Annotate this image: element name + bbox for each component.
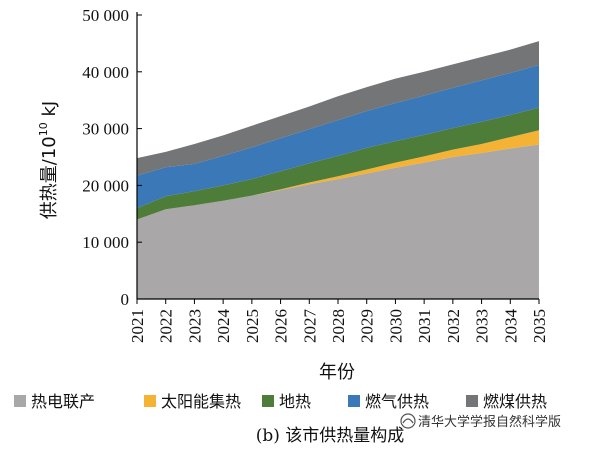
area-layers bbox=[137, 41, 539, 299]
y-tick-label: 10 000 bbox=[82, 233, 129, 252]
y-tick-label: 20 000 bbox=[82, 176, 129, 195]
legend-item: 热电联产 bbox=[14, 392, 95, 411]
x-tick-label: 2022 bbox=[157, 309, 176, 343]
x-tick-label: 2031 bbox=[415, 309, 434, 343]
y-axis-title-sup: 10 bbox=[37, 122, 50, 136]
legend-swatch bbox=[348, 395, 360, 407]
x-tick-label: 2034 bbox=[501, 309, 520, 344]
y-tick-label: 40 000 bbox=[82, 63, 129, 82]
legend-item: 燃煤供热 bbox=[466, 392, 547, 411]
y-axis-title: 供热量/1010 kJ bbox=[37, 101, 60, 219]
watermark-text: 清华大学学报自然科学版 bbox=[418, 414, 561, 430]
legend-label: 热电联产 bbox=[31, 392, 95, 411]
legend-label: 太阳能集热 bbox=[161, 392, 241, 411]
y-axis-title-main: 供热量/10 bbox=[39, 136, 60, 219]
figure-caption: (b) 该市供热量构成 bbox=[256, 426, 405, 446]
x-axis-title: 年份 bbox=[319, 362, 355, 383]
x-tick-label: 2027 bbox=[300, 309, 319, 344]
area-series-3 bbox=[137, 107, 539, 220]
legend-item: 太阳能集热 bbox=[144, 392, 241, 411]
x-tick-label: 2026 bbox=[272, 309, 291, 343]
y-tick-label: 0 bbox=[121, 290, 130, 309]
y-axis-title-unit: kJ bbox=[39, 101, 60, 122]
legend-label: 燃气供热 bbox=[365, 392, 429, 411]
watermark-logo-icon bbox=[400, 413, 416, 429]
x-tick-label: 2032 bbox=[444, 309, 463, 343]
legend-swatch bbox=[144, 395, 156, 407]
x-tick-label: 2029 bbox=[358, 309, 377, 343]
y-axis-ticks: 0 10 000 20 000 30 000 40 000 50 000 bbox=[82, 6, 142, 309]
legend-label: 地热 bbox=[279, 392, 311, 411]
area-series-5 bbox=[137, 41, 539, 176]
x-tick-label: 2021 bbox=[128, 309, 147, 343]
watermark: 清华大学学报自然科学版 bbox=[400, 413, 561, 430]
legend-item: 燃气供热 bbox=[348, 392, 429, 411]
area-series-4 bbox=[137, 64, 539, 209]
y-tick-label: 30 000 bbox=[82, 120, 129, 139]
x-tick-label: 2024 bbox=[214, 309, 233, 344]
x-tick-label: 2033 bbox=[473, 309, 492, 343]
legend-swatch bbox=[262, 395, 274, 407]
legend-swatch bbox=[466, 395, 478, 407]
legend: 热电联产 太阳能集热 地热 燃气供热 燃煤供热 bbox=[14, 392, 547, 411]
x-axis-ticks: 2021 2022 2023 2024 2025 2026 2027 2028 2029 2030… bbox=[128, 299, 549, 343]
area-series-1 bbox=[137, 144, 539, 299]
x-tick-label: 2023 bbox=[185, 309, 204, 343]
y-tick-label: 50 000 bbox=[82, 6, 129, 25]
x-tick-label: 2028 bbox=[329, 309, 348, 343]
legend-item: 地热 bbox=[262, 392, 311, 411]
watermark-logo-mark bbox=[402, 418, 414, 424]
x-tick-label: 2030 bbox=[386, 309, 405, 343]
x-tick-label: 2025 bbox=[243, 309, 262, 343]
legend-label: 燃煤供热 bbox=[483, 392, 547, 411]
legend-swatch bbox=[14, 395, 26, 407]
x-tick-label: 2035 bbox=[530, 309, 549, 343]
